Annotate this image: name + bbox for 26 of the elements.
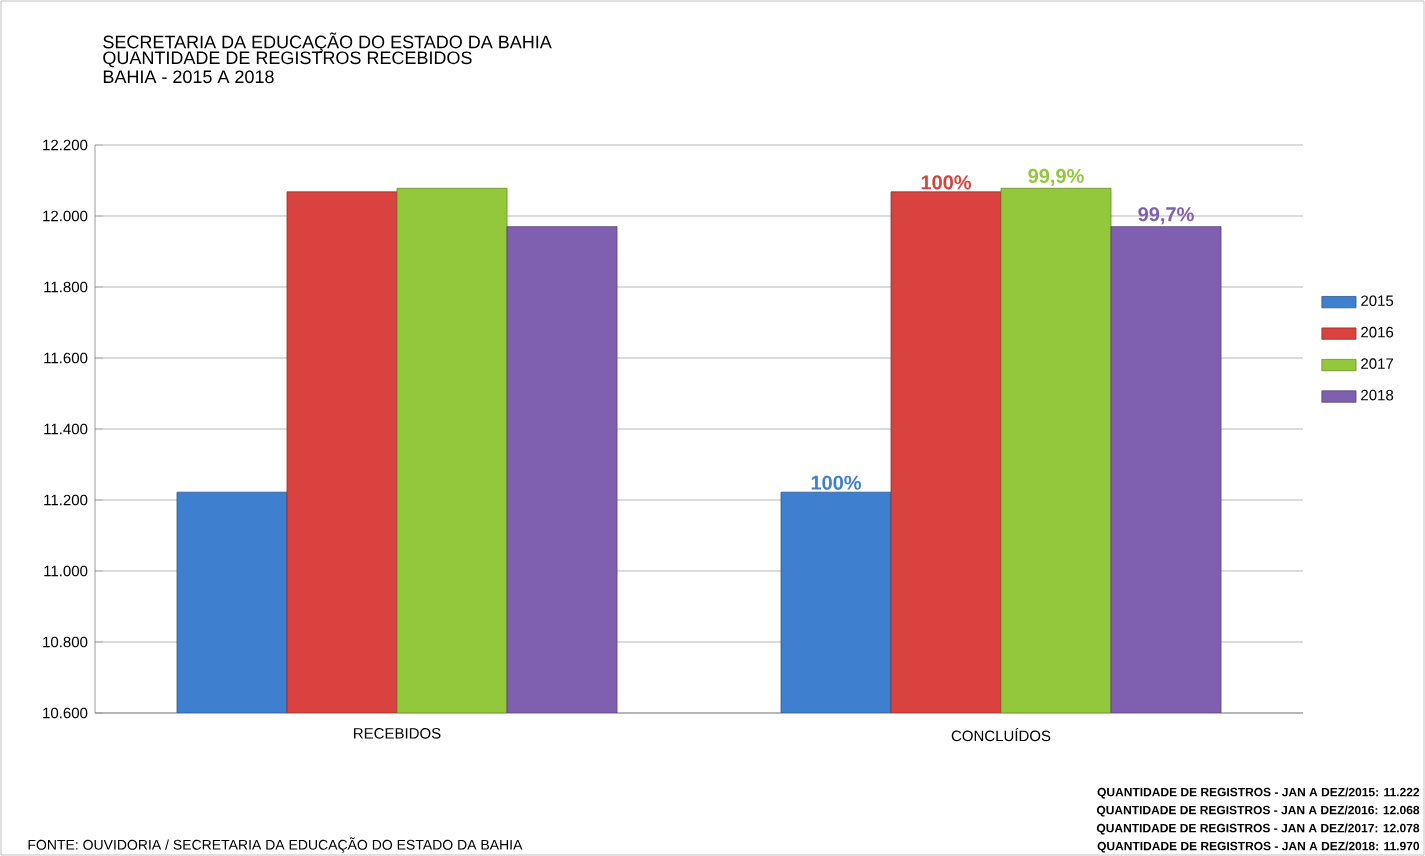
y-tick-label: 12.000 [43,210,88,222]
y-tick-label: 11.800 [44,281,88,293]
chart-subtitle: QUANTIDADE DE REGISTROS RECEBIDOS [103,51,472,68]
text: QUANTIDADE DE REGISTROS - JAN A DEZ/2018: 11.970 [1097,841,1420,853]
annotation: 99,9% [1028,168,1084,186]
y-tick-label: 12.200 [43,139,88,151]
text: QUANTIDADE DE REGISTROS - JAN A DEZ/2016: 12.068 [1096,805,1420,817]
y-tick-label: 10.600 [43,707,88,719]
y-tick-label: 10.800 [43,636,88,648]
text: BAHIA - 2015 A 2018 [103,70,274,84]
x-tick-label: RECEBIDOS [354,728,441,739]
y-tick-label: 11.600 [44,352,88,364]
x-tick-label: CONCLUÍDOS [951,728,1051,742]
legend-label: 2017 [1361,358,1394,369]
y-tick-label: 11.200 [44,494,88,506]
y-tick-label: 11.400 [44,423,88,435]
annotation: 99,7% [1138,207,1194,225]
legend-label: 2018 [1361,389,1394,401]
legend-label: 2016 [1361,326,1394,338]
annotation: 100% [921,175,972,190]
annotation: 100% [811,475,862,490]
text: QUANTIDADE DE REGISTROS - JAN A DEZ/2017: 12.078 [1096,823,1420,835]
source-note: FONTE: OUVIDORIA / SECRETARIA DA EDUCAÇÃO DO ESTADO DA BAHIA [28,837,523,853]
text: QUANTIDADE DE REGISTROS - JAN A DEZ/2015: 11.222 [1097,787,1420,799]
legend-label: 2015 [1361,295,1394,307]
y-tick-label: 11.000 [44,565,88,577]
